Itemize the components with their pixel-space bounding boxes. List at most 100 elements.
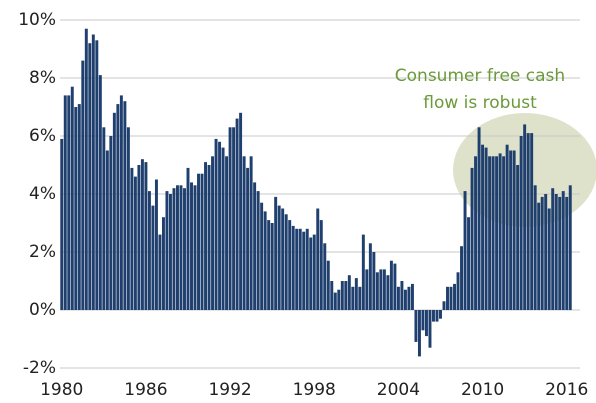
y-tick-label: 6%	[29, 126, 56, 146]
bar	[161, 217, 165, 310]
bar	[537, 202, 541, 310]
bar	[547, 208, 551, 310]
bar	[102, 127, 106, 310]
bar	[414, 310, 418, 342]
bar	[284, 214, 288, 310]
bar	[158, 234, 162, 310]
bar	[70, 86, 74, 310]
x-tick-label: 1986	[124, 380, 167, 400]
bar	[295, 228, 299, 310]
bar	[88, 43, 92, 310]
bar	[232, 127, 236, 310]
bar	[253, 182, 257, 310]
bar	[365, 269, 369, 310]
bar	[105, 150, 109, 310]
bar	[354, 278, 358, 310]
bar	[467, 217, 471, 310]
bar	[225, 156, 229, 310]
bar	[456, 272, 460, 310]
bar	[197, 173, 200, 310]
bar	[470, 167, 474, 310]
bar	[386, 275, 390, 310]
bar	[323, 243, 327, 310]
bar	[358, 286, 362, 310]
bar	[544, 194, 548, 310]
bar	[428, 310, 432, 348]
bar	[417, 310, 421, 357]
bar	[84, 28, 88, 310]
bar	[432, 310, 435, 322]
bar	[123, 101, 127, 310]
x-tick-label: 2016	[545, 380, 588, 400]
bar	[389, 260, 393, 310]
bar	[375, 272, 379, 310]
bar	[281, 208, 285, 310]
bar	[558, 196, 562, 310]
bar	[449, 286, 453, 310]
bar	[214, 138, 218, 310]
bar	[190, 182, 193, 310]
bar	[291, 225, 295, 310]
bar	[400, 281, 404, 310]
bar	[67, 95, 71, 311]
bar	[228, 127, 232, 310]
bar	[267, 220, 271, 310]
x-tick-label: 1992	[208, 380, 251, 400]
bar	[337, 289, 341, 310]
bar	[498, 153, 502, 310]
x-tick-label: 1980	[40, 380, 83, 400]
bar	[172, 188, 176, 310]
bar	[481, 144, 485, 310]
bar	[176, 185, 179, 310]
bar	[502, 156, 506, 310]
bar	[333, 292, 337, 310]
bar	[523, 124, 527, 311]
bar	[347, 275, 351, 310]
bar	[361, 234, 365, 310]
bar	[368, 243, 372, 310]
bar	[512, 150, 516, 310]
bar	[519, 136, 523, 310]
bar	[382, 269, 386, 310]
bar	[302, 231, 306, 310]
bar	[551, 188, 555, 310]
bar	[274, 196, 278, 310]
bar	[379, 269, 383, 310]
bar	[288, 220, 292, 310]
bar	[165, 191, 169, 310]
bar	[81, 60, 85, 310]
bar	[305, 228, 309, 310]
bar	[463, 191, 467, 310]
bar	[260, 202, 264, 310]
bar	[453, 283, 456, 310]
bar	[137, 165, 141, 310]
bar	[246, 167, 250, 310]
bar	[154, 179, 158, 310]
bar	[235, 118, 239, 310]
bar	[207, 165, 211, 310]
bar	[60, 138, 64, 310]
bar	[407, 286, 411, 310]
bar	[126, 127, 130, 310]
bar	[540, 196, 544, 310]
bar	[439, 310, 442, 319]
bar	[410, 283, 414, 310]
bar	[186, 167, 190, 310]
bar	[403, 289, 407, 310]
bar	[484, 147, 488, 310]
bar	[340, 281, 344, 310]
bar	[330, 281, 334, 310]
y-tick-label: 8%	[29, 68, 56, 88]
bar	[263, 211, 267, 310]
bar	[119, 95, 123, 311]
bar	[568, 185, 572, 310]
bar	[460, 246, 464, 310]
bar	[183, 188, 186, 310]
y-tick-label: -2%	[23, 358, 56, 378]
bar	[442, 301, 446, 310]
bar	[147, 191, 151, 310]
bar	[505, 144, 509, 310]
bar	[526, 133, 530, 310]
bar	[77, 104, 81, 310]
